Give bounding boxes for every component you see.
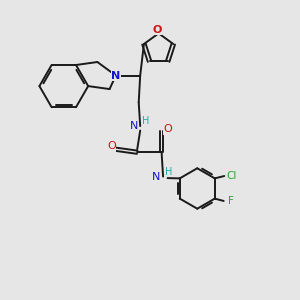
Text: N: N: [152, 172, 161, 182]
Text: O: O: [107, 141, 116, 151]
Text: H: H: [142, 116, 150, 126]
Text: H: H: [165, 167, 173, 177]
Text: N: N: [111, 70, 120, 80]
Text: O: O: [152, 25, 162, 35]
Text: O: O: [163, 124, 172, 134]
Text: Cl: Cl: [227, 171, 237, 181]
Text: F: F: [228, 196, 234, 206]
Text: N: N: [130, 121, 138, 131]
